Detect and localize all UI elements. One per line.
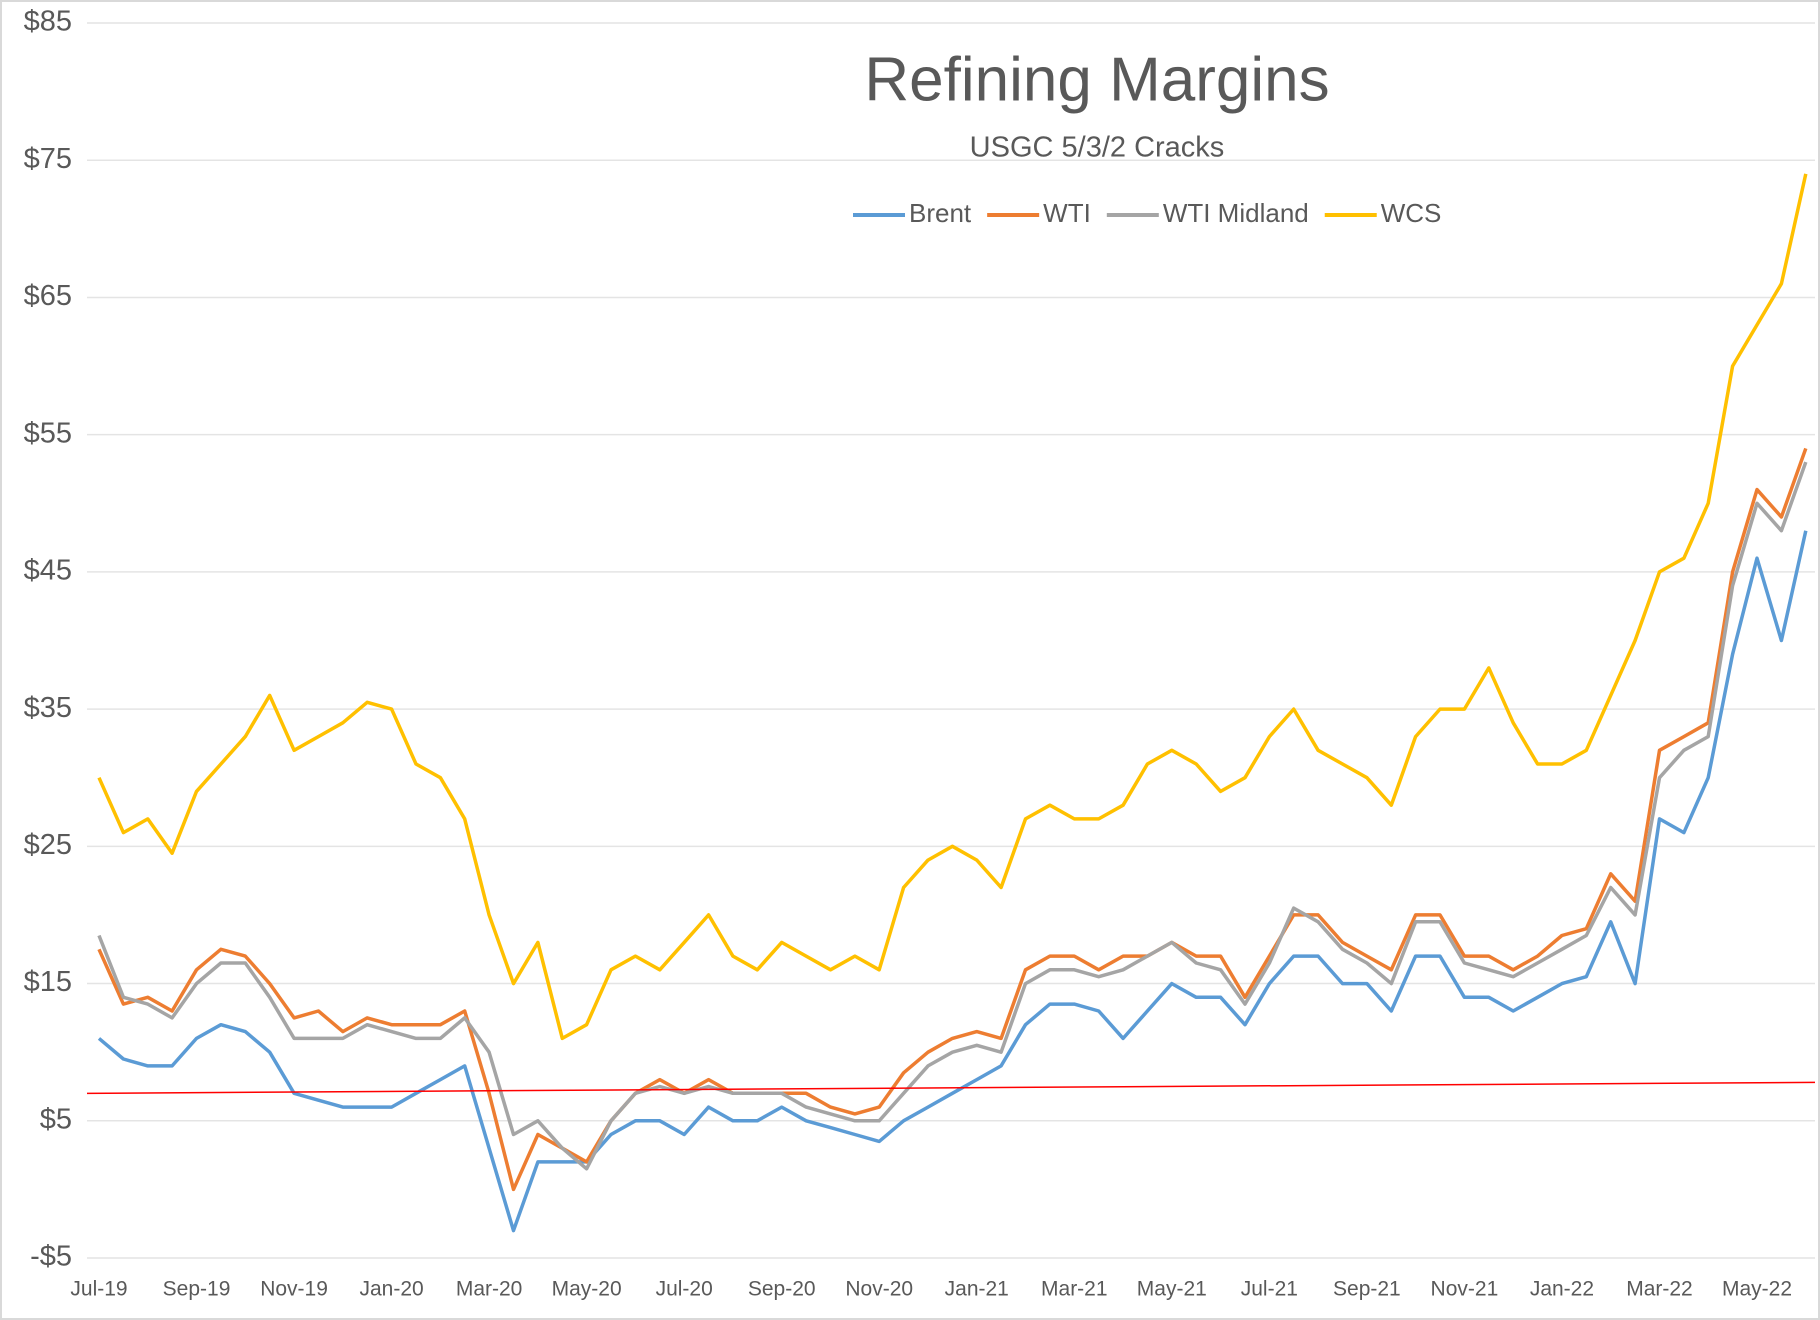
legend-label: WCS [1381, 198, 1442, 228]
x-tick-label: Jan-20 [359, 1278, 423, 1301]
x-tick-label: Jan-22 [1530, 1278, 1594, 1301]
legend: Brent WTI WTI Midland WCS [853, 198, 1441, 228]
x-tick-label: Mar-20 [456, 1278, 523, 1301]
x-tick-label: May-20 [552, 1278, 622, 1301]
y-tick-label: $25 [24, 829, 72, 861]
x-tick-label: Jul-19 [70, 1278, 127, 1301]
y-tick-label: $5 [40, 1103, 72, 1135]
grid: -$5 $5 $15 $25 $35 $45 $55 $65 $75 $85 Jul-19 Sep-1… [24, 6, 1815, 1301]
x-tick-label: Sep-19 [163, 1278, 231, 1301]
x-tick-label: May-22 [1722, 1278, 1792, 1301]
y-tick-label: $55 [24, 417, 72, 449]
x-tick-label: Mar-21 [1041, 1278, 1108, 1301]
chart-subtitle: USGC 5/3/2 Cracks [970, 132, 1225, 164]
y-tick-label: $85 [24, 6, 72, 38]
y-tick-label: $75 [24, 143, 72, 175]
y-tick-label: -$5 [30, 1241, 72, 1273]
plot-area [86, 173, 1816, 1233]
legend-label: WTI [1043, 198, 1091, 228]
x-tick-label: Nov-19 [260, 1278, 328, 1301]
series-line [97, 461, 1808, 1171]
x-tick-label: Nov-21 [1431, 1278, 1499, 1301]
y-tick-label: $35 [24, 692, 72, 724]
y-tick-label: $65 [24, 280, 72, 312]
y-tick-label: $15 [24, 966, 72, 998]
y-tick-label: $45 [24, 555, 72, 587]
x-tick-label: Jul-20 [656, 1278, 713, 1301]
x-tick-label: Sep-21 [1333, 1278, 1401, 1301]
series-line [97, 447, 1808, 1192]
series-line [97, 173, 1808, 1041]
x-tick-label: Sep-20 [748, 1278, 816, 1301]
series-line [97, 530, 1808, 1233]
legend-label: WTI Midland [1163, 198, 1309, 228]
chart-title: Refining Margins [864, 45, 1329, 114]
x-tick-label: Jan-21 [945, 1278, 1009, 1301]
legend-label: Brent [909, 198, 972, 228]
x-tick-label: Nov-20 [845, 1278, 913, 1301]
x-tick-label: May-21 [1137, 1278, 1207, 1301]
x-tick-label: Mar-22 [1626, 1278, 1693, 1301]
trend-line [86, 1081, 1816, 1095]
x-tick-label: Jul-21 [1241, 1278, 1298, 1301]
